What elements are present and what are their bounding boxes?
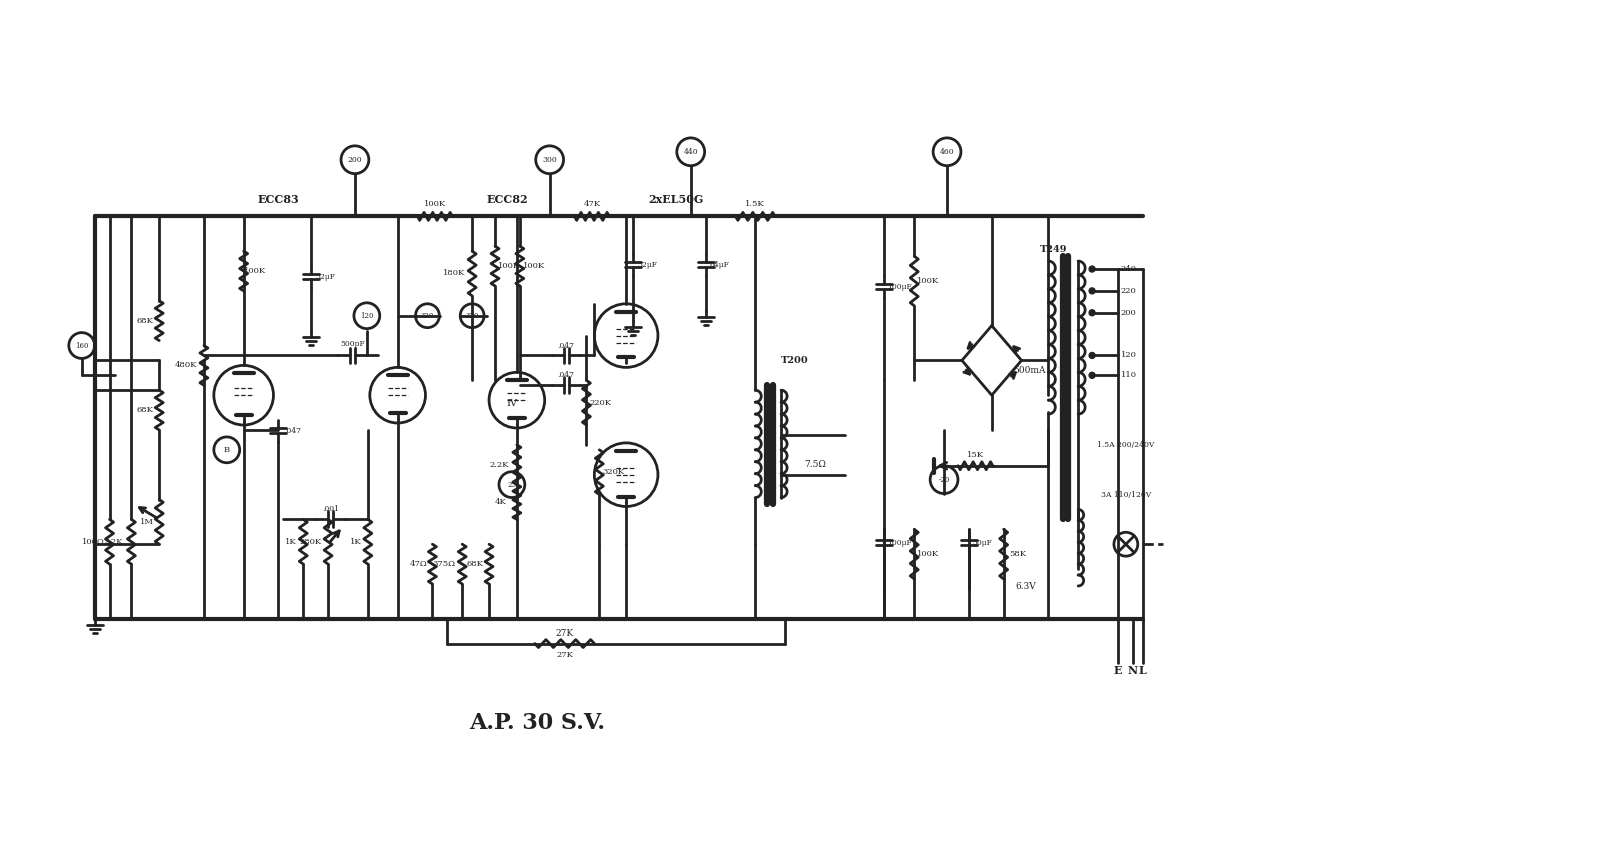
- Text: 375Ω: 375Ω: [434, 560, 456, 568]
- Text: A.P. 30 S.V.: A.P. 30 S.V.: [469, 712, 605, 734]
- Text: B: B: [224, 446, 230, 454]
- Text: 500mA: 500mA: [1013, 366, 1046, 375]
- Text: 7.5Ω: 7.5Ω: [803, 460, 826, 469]
- Text: -20: -20: [938, 476, 950, 484]
- Text: E: E: [1114, 665, 1122, 676]
- Text: 1.5K: 1.5K: [746, 201, 765, 208]
- Text: 1M: 1M: [141, 518, 154, 526]
- Text: 280K: 280K: [299, 538, 322, 546]
- Text: 320K: 320K: [602, 468, 624, 476]
- Text: .001: .001: [322, 506, 339, 513]
- Text: N: N: [1128, 665, 1138, 676]
- Text: 500pF: 500pF: [341, 339, 365, 348]
- Text: 1K: 1K: [285, 538, 298, 546]
- Text: 50μF: 50μF: [973, 539, 992, 547]
- Text: .047: .047: [557, 342, 574, 349]
- Text: 68K: 68K: [138, 406, 154, 414]
- Text: 47K: 47K: [584, 201, 600, 208]
- Text: 1K: 1K: [350, 538, 362, 546]
- Text: 100K: 100K: [245, 267, 267, 275]
- Text: 32μF: 32μF: [315, 273, 334, 281]
- Text: 4K: 4K: [494, 498, 507, 506]
- Text: 68K: 68K: [138, 317, 154, 325]
- Text: 3A 110/120V: 3A 110/120V: [1101, 490, 1150, 499]
- Text: 480K: 480K: [174, 361, 197, 370]
- Text: 180K: 180K: [443, 269, 466, 277]
- Text: 460: 460: [939, 148, 954, 156]
- Text: 200: 200: [347, 156, 362, 164]
- Text: 120: 120: [1122, 351, 1136, 360]
- Text: 25: 25: [507, 480, 517, 489]
- Text: 320: 320: [466, 312, 478, 320]
- Text: 58K: 58K: [1010, 550, 1026, 558]
- Circle shape: [1090, 353, 1094, 359]
- Text: ECC82: ECC82: [486, 194, 528, 205]
- Text: 64μF: 64μF: [709, 261, 730, 269]
- Text: T200: T200: [781, 356, 810, 365]
- Circle shape: [1090, 372, 1094, 378]
- Text: 240: 240: [1122, 265, 1138, 273]
- Text: 220: 220: [1122, 287, 1136, 295]
- Text: 2.2K: 2.2K: [490, 461, 509, 468]
- Text: 300: 300: [542, 156, 557, 164]
- Text: .047: .047: [283, 427, 301, 435]
- Text: 6.3V: 6.3V: [1014, 582, 1035, 592]
- Text: 120: 120: [360, 312, 373, 320]
- Text: .047: .047: [557, 371, 574, 379]
- Text: 100μF: 100μF: [886, 283, 912, 291]
- Text: 100K: 100K: [523, 262, 546, 270]
- Text: 68K: 68K: [467, 560, 483, 568]
- Text: 100K: 100K: [498, 262, 520, 270]
- Text: 440: 440: [683, 148, 698, 156]
- Text: 110: 110: [1122, 371, 1138, 379]
- Text: 47Ω: 47Ω: [410, 560, 427, 568]
- Text: ECC83: ECC83: [258, 194, 299, 205]
- Text: L: L: [1139, 665, 1147, 676]
- Text: 32μF: 32μF: [637, 261, 658, 269]
- Text: 100K: 100K: [917, 277, 939, 285]
- Text: 100K: 100K: [917, 550, 939, 558]
- Text: 15K: 15K: [966, 450, 984, 459]
- Text: 160: 160: [75, 342, 88, 349]
- Text: 100Ω: 100Ω: [82, 538, 106, 546]
- Circle shape: [1090, 266, 1094, 272]
- Text: 2xEL50G: 2xEL50G: [648, 194, 704, 205]
- Text: 100K: 100K: [424, 201, 446, 208]
- Text: 27K: 27K: [555, 629, 574, 638]
- Circle shape: [1090, 288, 1094, 294]
- Circle shape: [1090, 309, 1094, 315]
- Text: IV: IV: [506, 399, 517, 408]
- Text: 320: 320: [421, 312, 434, 320]
- Text: 200: 200: [1122, 309, 1136, 317]
- Text: 27K: 27K: [557, 651, 573, 660]
- Text: 100μF: 100μF: [886, 539, 912, 547]
- Text: T249: T249: [1040, 245, 1067, 253]
- Text: 220K: 220K: [589, 399, 611, 406]
- Text: 1.5A 200/240V: 1.5A 200/240V: [1098, 441, 1155, 449]
- Text: 2.2K: 2.2K: [104, 538, 123, 546]
